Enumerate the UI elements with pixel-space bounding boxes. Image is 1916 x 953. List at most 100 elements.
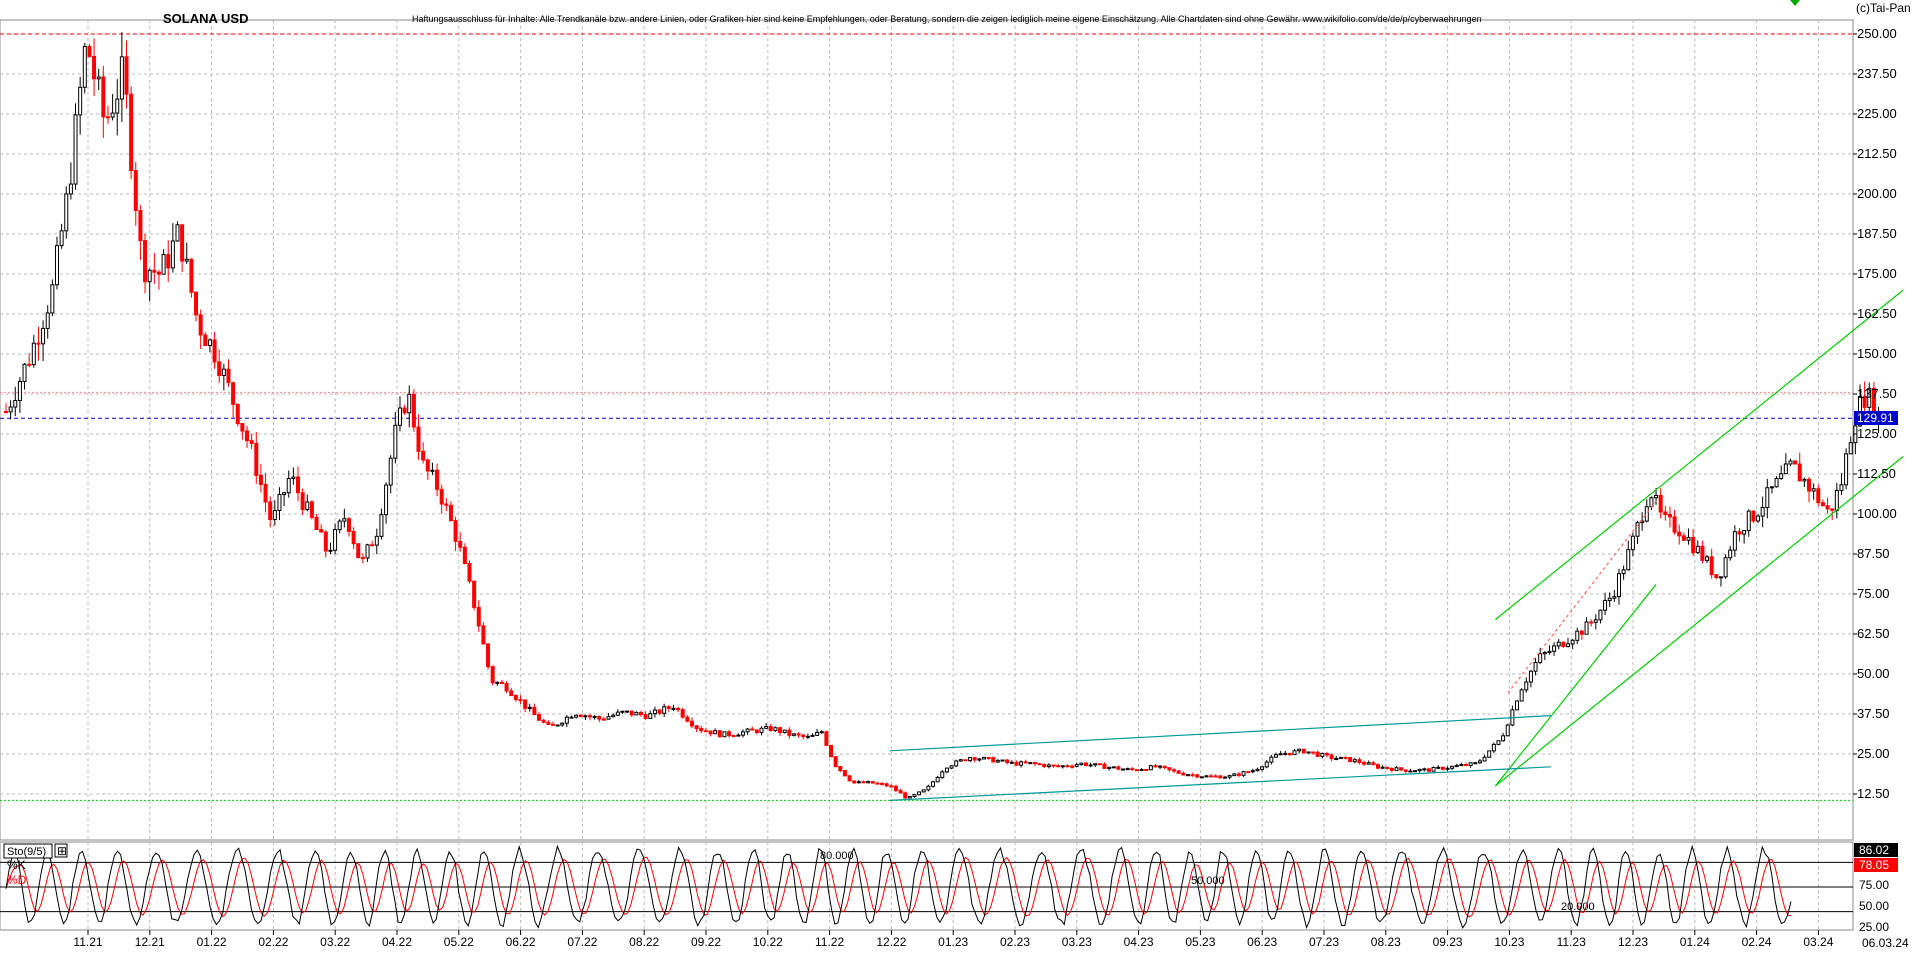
candle-body <box>235 403 240 425</box>
candle-body <box>1584 621 1589 635</box>
candle-body <box>133 170 138 212</box>
candle-body <box>791 733 796 736</box>
candle-body <box>861 781 866 784</box>
x-tick-label: 01.22 <box>197 935 227 948</box>
candle-body <box>458 540 463 548</box>
candle-body <box>884 783 889 787</box>
candle-body <box>462 546 467 565</box>
candle-body <box>1371 762 1376 766</box>
candle-body <box>1621 569 1626 575</box>
candle-body <box>1681 535 1686 541</box>
candle-body <box>337 520 342 531</box>
candle-body <box>1644 506 1649 522</box>
candle-body <box>1093 763 1098 766</box>
candle-body <box>713 730 718 735</box>
candle-body <box>1139 768 1144 771</box>
candle-body <box>847 775 852 782</box>
candles-layer <box>4 32 1881 800</box>
candle-body <box>643 714 648 719</box>
candle-body <box>1357 759 1362 764</box>
candle-body <box>1616 573 1621 598</box>
candle-body <box>638 711 643 716</box>
candle-body <box>1816 488 1821 504</box>
candle-body <box>1153 765 1158 768</box>
candle-body <box>921 789 926 793</box>
candle-body <box>1603 599 1608 611</box>
candle-body <box>986 756 991 759</box>
candle-body <box>166 253 171 269</box>
candle-body <box>1542 651 1547 655</box>
candle-body <box>1162 765 1167 769</box>
candle-body <box>1607 597 1612 601</box>
candle-body <box>722 731 727 738</box>
d-label: %D <box>7 873 27 887</box>
candle-body <box>898 790 903 794</box>
candle-body <box>495 681 500 684</box>
candle-body <box>745 728 750 733</box>
candle-body <box>1765 487 1770 508</box>
candle-body <box>1037 763 1042 766</box>
x-tick-label: 07.23 <box>1309 935 1339 948</box>
y-tick-label: 175.00 <box>1857 266 1897 281</box>
stochastic-lines <box>5 844 1792 930</box>
x-tick-label: 03.22 <box>320 935 350 948</box>
candle-body <box>189 258 194 293</box>
x-tick-label: 02.24 <box>1742 935 1772 948</box>
candle-body <box>203 334 208 346</box>
candle-body <box>1779 473 1784 479</box>
candle-body <box>838 765 843 772</box>
candle-body <box>1079 762 1084 766</box>
candle-body <box>1834 489 1839 511</box>
candle-body <box>411 393 416 428</box>
candle-body <box>819 731 824 734</box>
candle-body <box>170 240 175 269</box>
candle-body <box>541 719 546 723</box>
candle-body <box>1362 762 1367 765</box>
candle-body <box>1190 774 1195 777</box>
candle-body <box>750 728 755 731</box>
candle-body <box>486 643 491 668</box>
y-tick-label: 125.00 <box>1857 426 1897 441</box>
candle-body <box>1575 630 1580 641</box>
level-80-label: 80.000 <box>820 850 854 862</box>
candle-body <box>1255 768 1260 772</box>
plus-icon: ⊞ <box>57 844 67 858</box>
candle-body <box>1311 751 1316 754</box>
x-tick-label: 06.23 <box>1247 935 1277 948</box>
channel-lower-green <box>1495 455 1904 787</box>
x-tick-label: 09.23 <box>1433 935 1463 948</box>
candle-body <box>300 492 305 511</box>
candle-body <box>453 520 458 542</box>
candle-body <box>1732 531 1737 551</box>
candle-body <box>615 711 620 716</box>
candle-body <box>1756 515 1761 522</box>
candle-body <box>1385 766 1390 770</box>
candle-body <box>1487 750 1492 758</box>
candle-body <box>1649 497 1654 508</box>
candle-body <box>801 734 806 738</box>
candle-body <box>852 780 857 784</box>
candle-body <box>875 782 880 785</box>
indicator-add-button[interactable] <box>54 843 68 858</box>
candle-body <box>509 690 514 697</box>
candle-body <box>1505 724 1510 737</box>
candle-body <box>184 258 189 262</box>
candle-body <box>532 706 537 716</box>
candle-body <box>912 794 917 798</box>
candle-body <box>685 716 690 722</box>
y-tick-label: 50.00 <box>1857 666 1890 681</box>
candle-body <box>931 781 935 787</box>
candle-body <box>54 245 59 286</box>
candle-body <box>105 116 110 119</box>
candle-body <box>1612 596 1617 599</box>
candle-body <box>550 723 555 726</box>
candle-body <box>648 713 653 719</box>
candle-body <box>1672 516 1677 533</box>
candle-body <box>1477 760 1482 764</box>
candle-body <box>1783 463 1788 475</box>
candle-body <box>1264 761 1269 768</box>
candle-body <box>22 363 27 382</box>
candle-body <box>518 699 523 702</box>
channel-upper-teal <box>889 715 1552 752</box>
